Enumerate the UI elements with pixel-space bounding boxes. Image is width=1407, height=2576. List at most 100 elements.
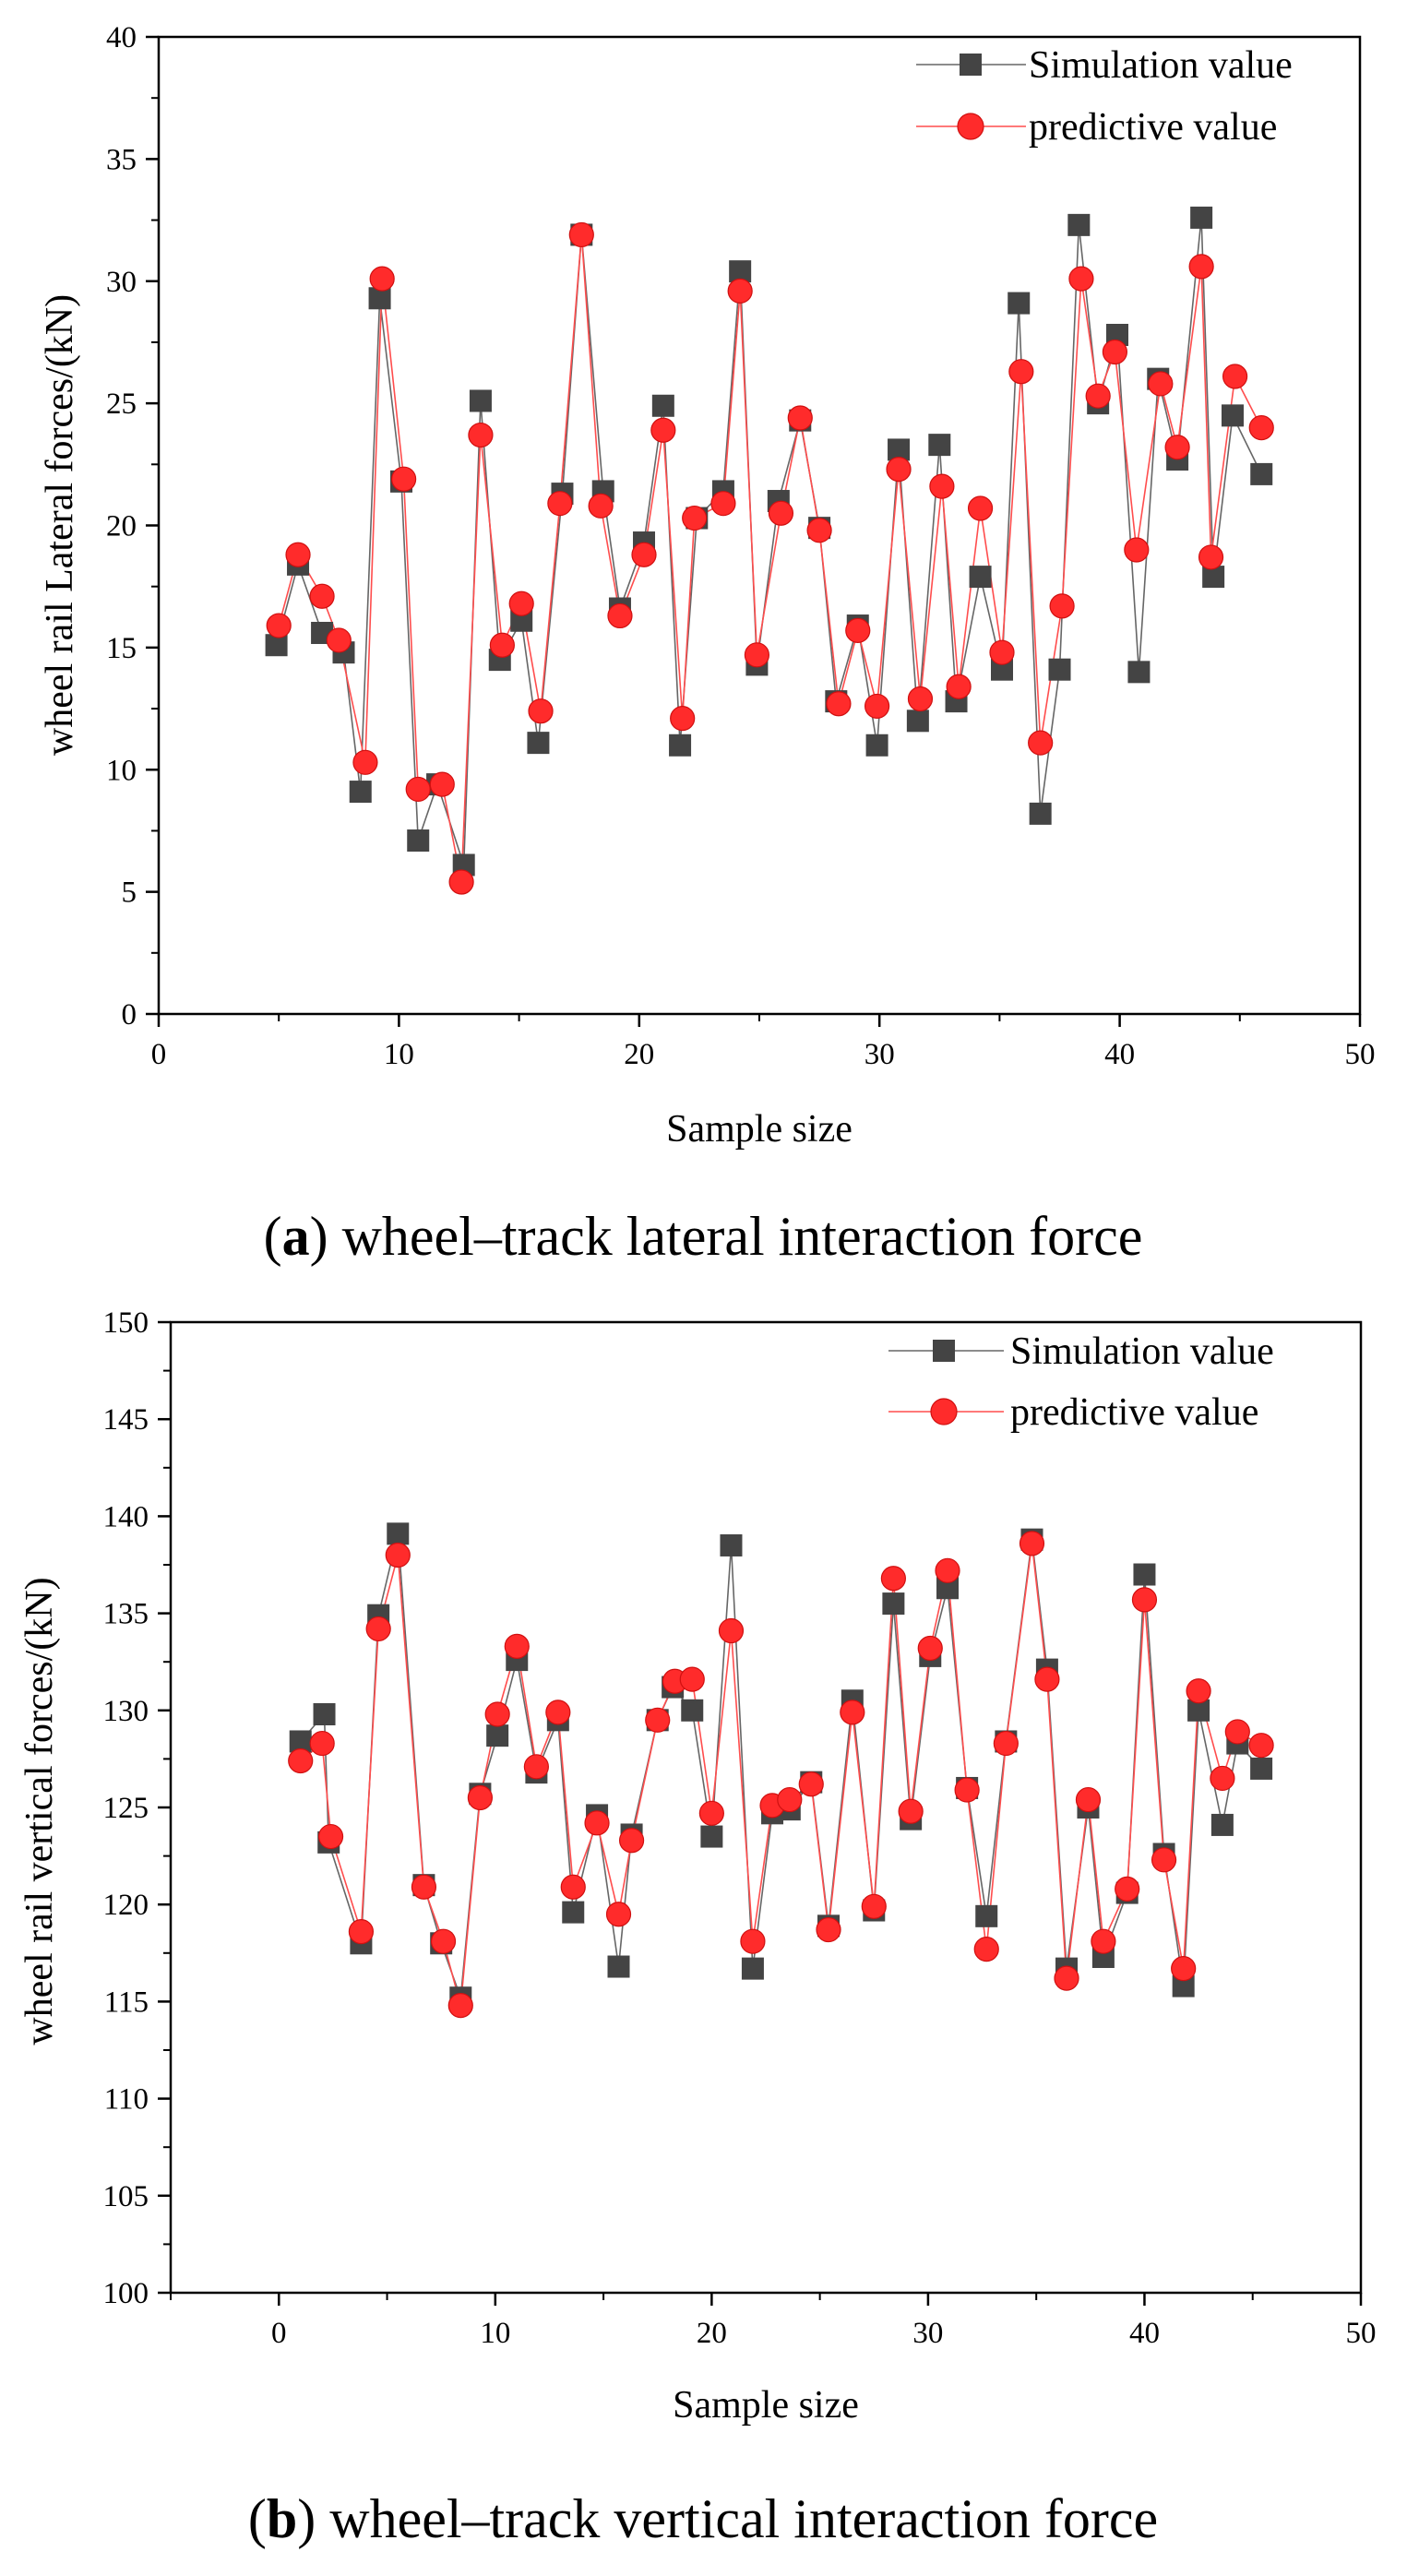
predictive-point	[584, 1810, 610, 1836]
predictive-point	[840, 1699, 865, 1725]
predictive-point	[1222, 364, 1248, 389]
predictive-point	[880, 1566, 906, 1592]
predictive-point	[898, 1798, 924, 1824]
predictive-point	[309, 1730, 335, 1757]
simulation-point	[1250, 1757, 1273, 1780]
y-tick-label: 130	[103, 1695, 149, 1728]
x-tick-label: 40	[1129, 2317, 1160, 2350]
predictive-point	[826, 691, 852, 717]
y-axis-label: wheel rail vertical forces/(kN)	[18, 1577, 61, 2045]
predictive-point	[698, 1800, 724, 1826]
axis-ticks: 0 10 20 30 40 50 100 105 110 115 120 125 130 135 140 14…	[103, 1306, 1377, 2350]
y-tick-label: 115	[104, 1986, 149, 2019]
x-tick-label: 0	[151, 1038, 167, 1071]
predictive-point	[718, 1617, 745, 1644]
predictive-point	[547, 491, 573, 517]
predictive-point	[929, 473, 955, 499]
predictive-point	[777, 1786, 803, 1813]
predictive-point	[317, 1823, 344, 1850]
caption-text: wheel–track vertical interaction force	[329, 2488, 1158, 2549]
caption-gap	[316, 2488, 329, 2549]
predictive-point	[504, 1633, 530, 1659]
x-tick-label: 40	[1104, 1038, 1135, 1071]
vertical-force-chart: 0 10 20 30 40 50 100 105 110 115 120 125 130 135 140 14…	[18, 1306, 1377, 2549]
simulation-point	[720, 1533, 743, 1556]
predictive-point	[1151, 1847, 1177, 1873]
simulation-point	[1127, 661, 1151, 684]
x-tick-label: 30	[864, 1038, 895, 1071]
x-tick-label: 10	[384, 1038, 414, 1071]
predictive-point	[1248, 415, 1274, 441]
predictive-point	[1054, 1965, 1079, 1991]
predictive-point	[740, 1928, 766, 1954]
legend-marker-predictive	[930, 1398, 958, 1425]
y-tick-label: 140	[103, 1500, 149, 1533]
predictive-point	[1131, 1587, 1158, 1613]
y-tick-label: 100	[103, 2277, 149, 2310]
y-tick-label: 25	[106, 388, 137, 421]
predictive-point	[385, 1542, 411, 1568]
simulation-point	[969, 566, 992, 589]
simulation-point	[607, 1955, 630, 1978]
predictive-point	[545, 1699, 571, 1725]
predictive-point	[935, 1557, 960, 1583]
simulation-point	[928, 434, 951, 457]
simulation-point	[669, 733, 692, 757]
predictive-point	[326, 627, 352, 653]
y-tick-label: 150	[103, 1306, 149, 1340]
predictive-point	[528, 698, 554, 724]
simulation-point	[975, 1904, 998, 1927]
simulation-point	[1048, 658, 1071, 681]
predictive-point	[348, 1919, 374, 1945]
predictive-point	[523, 1754, 549, 1780]
simulation-point	[700, 1825, 723, 1848]
simulation-point	[1067, 213, 1091, 236]
simulation-point	[1133, 1563, 1156, 1586]
predictive-point	[645, 1707, 671, 1733]
simulation-point	[1008, 292, 1031, 315]
predictive-point	[1198, 544, 1224, 570]
predictive-point	[682, 505, 708, 531]
predictive-point	[1148, 371, 1174, 397]
simulation-point	[681, 1699, 704, 1722]
predictive-point	[484, 1701, 510, 1727]
predictive-point	[670, 706, 696, 732]
caption-text: wheel–track lateral interaction force	[342, 1206, 1143, 1267]
caption-a: (a) wheel–track lateral interaction forc…	[264, 1206, 1143, 1267]
predictive-point	[845, 617, 871, 643]
predictive-point	[861, 1893, 887, 1919]
predictive-point	[467, 1784, 494, 1811]
predictive-point	[989, 639, 1015, 665]
plot-frame	[157, 35, 1362, 1016]
caption-letter: b	[267, 2488, 297, 2549]
y-tick-label: 110	[104, 2083, 149, 2117]
simulation-point	[527, 732, 550, 755]
predictive-point	[993, 1730, 1019, 1757]
predictive-point	[588, 493, 614, 519]
predictive-point	[405, 776, 431, 803]
predictive-point	[679, 1666, 705, 1692]
caption-gap	[328, 1206, 342, 1267]
predictive-point	[1085, 383, 1111, 409]
predictive-point	[1102, 339, 1127, 365]
predictive-point	[1019, 1531, 1045, 1556]
simulation-point	[882, 1592, 905, 1616]
predictive-point	[816, 1916, 841, 1943]
predictive-point	[1224, 1719, 1250, 1745]
simulation-point	[651, 394, 674, 417]
predictive-point	[1186, 1678, 1211, 1704]
predictive-point	[1164, 435, 1190, 460]
legend-label-predictive: predictive value	[1029, 106, 1277, 149]
predictive-point	[954, 1777, 980, 1803]
predictive-point	[631, 542, 657, 567]
simulation-point	[906, 710, 929, 733]
y-axis-label: wheel rail Lateral forces/(kN)	[39, 294, 81, 756]
predictive-point	[369, 266, 395, 292]
predictive-point	[560, 1874, 586, 1900]
predictive-point	[568, 221, 594, 248]
legend-label-simulation: Simulation value	[1029, 44, 1293, 87]
predictive-point	[1049, 593, 1075, 619]
series-layer	[288, 1522, 1274, 2019]
